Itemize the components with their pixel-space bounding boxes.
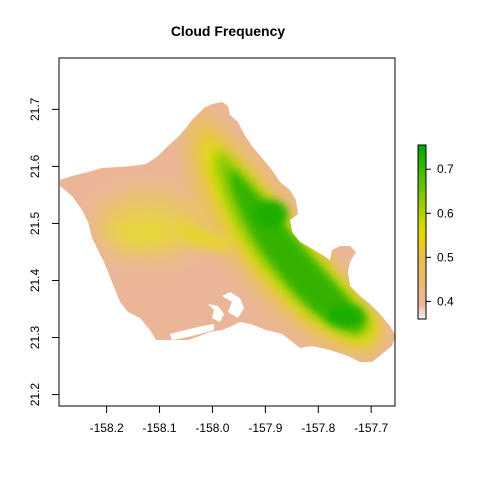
- x-tick-label: -158.0: [195, 421, 229, 435]
- legend-tick-label: 0.7: [437, 162, 454, 176]
- legend-tick-label: 0.6: [437, 206, 454, 220]
- y-tick-label: 21.2: [28, 383, 42, 407]
- oahu-island-raster: [60, 102, 396, 362]
- y-tick-label: 21.3: [28, 326, 42, 350]
- x-tick-label: -158.1: [143, 421, 177, 435]
- legend-tick-label: 0.5: [437, 250, 454, 264]
- y-axis: 21.2 21.3 21.4 21.5 21.6 21.7: [28, 97, 59, 406]
- y-tick-label: 21.4: [28, 268, 42, 292]
- legend-ticks: 0.4 0.5 0.6 0.7: [426, 162, 454, 308]
- x-tick-label: -157.8: [301, 421, 335, 435]
- legend-tick-label: 0.4: [437, 294, 454, 308]
- x-tick-label: -157.7: [354, 421, 388, 435]
- plot-frame: [58, 57, 396, 407]
- map-title: Cloud Frequency: [171, 23, 286, 39]
- x-tick-label: -158.2: [90, 421, 124, 435]
- legend-color-bar: [417, 144, 427, 320]
- y-tick-label: 21.7: [28, 97, 42, 121]
- y-tick-label: 21.5: [28, 211, 42, 235]
- y-tick-label: 21.6: [28, 154, 42, 178]
- x-axis: -158.2 -158.1 -158.0 -157.9 -157.8 -157.7: [90, 406, 389, 435]
- x-tick-label: -157.9: [248, 421, 282, 435]
- legend: 0.4 0.5 0.6 0.7: [417, 144, 454, 320]
